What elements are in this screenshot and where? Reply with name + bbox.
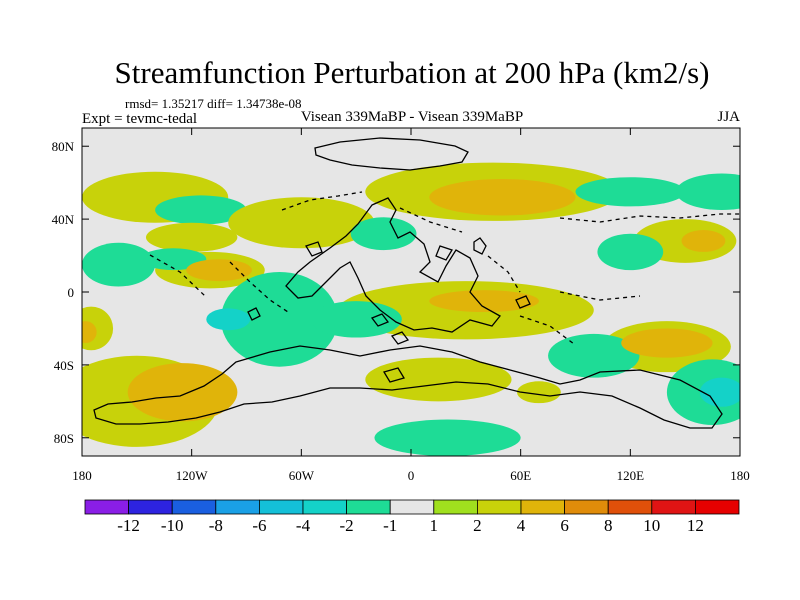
colorbar-swatch bbox=[695, 499, 740, 515]
anomaly-contour bbox=[145, 222, 238, 252]
x-tick-label: 180 bbox=[72, 468, 92, 483]
colorbar-swatch bbox=[520, 499, 565, 515]
anomaly-contour bbox=[350, 217, 417, 251]
anomaly-contour bbox=[681, 230, 726, 252]
colorbar-level-label: 10 bbox=[643, 516, 660, 535]
x-tick-label: 180 bbox=[730, 468, 750, 483]
colorbar-swatch bbox=[389, 499, 435, 515]
x-tick-label: 120E bbox=[617, 468, 645, 483]
comparison-label: Visean 339MaBP - Visean 339MaBP bbox=[301, 109, 523, 125]
experiment-label: Expt = tevmc-tedal bbox=[82, 111, 197, 127]
anomaly-contour bbox=[206, 308, 251, 331]
paleo-shelf-boundary bbox=[149, 254, 206, 297]
colorbar-level-label: 6 bbox=[560, 516, 569, 535]
anomaly-contour bbox=[82, 242, 156, 287]
x-tick-label: 60W bbox=[289, 468, 315, 483]
anomaly-contour bbox=[374, 419, 521, 456]
x-tick-label: 120W bbox=[176, 468, 209, 483]
anomaly-contour bbox=[186, 259, 252, 282]
y-tick-label: 0 bbox=[68, 285, 75, 300]
colorbar-swatch bbox=[564, 499, 609, 515]
coastline-island bbox=[435, 245, 453, 261]
coastline-island bbox=[305, 241, 323, 257]
paleo-shelf-boundary bbox=[281, 191, 363, 211]
anomaly-contour bbox=[429, 179, 576, 216]
colorbar-level-label: 2 bbox=[473, 516, 482, 535]
x-tick-label: 60E bbox=[510, 468, 531, 483]
anomaly-contour bbox=[676, 173, 740, 210]
colorbar-level-label: 1 bbox=[430, 516, 439, 535]
paleo-shelf-boundary bbox=[559, 291, 641, 301]
colorbar-level-label: -2 bbox=[340, 516, 354, 535]
y-tick-label: 40S bbox=[54, 358, 74, 373]
colorbar-level-label: -10 bbox=[161, 516, 184, 535]
season-label: JJA bbox=[717, 109, 740, 125]
colorbar-level-label: 8 bbox=[604, 516, 613, 535]
anomaly-contour bbox=[621, 328, 713, 358]
anomaly-contour bbox=[228, 197, 375, 249]
stats-label: rmsd= 1.35217 diff= 1.34738e-08 bbox=[125, 96, 302, 111]
coastline-island bbox=[515, 295, 531, 309]
paleo-shelf-boundary bbox=[399, 207, 463, 233]
anomaly-contour bbox=[517, 381, 561, 404]
coastline-island bbox=[390, 331, 410, 345]
colorbar-level-label: 12 bbox=[687, 516, 704, 535]
paleo-shelf-boundary bbox=[487, 255, 521, 293]
colorbar-swatch bbox=[128, 499, 173, 515]
colorbar-swatch bbox=[258, 499, 304, 515]
anomaly-contour bbox=[310, 301, 402, 338]
colorbar-level-label: -8 bbox=[209, 516, 223, 535]
colorbar-level-label: -6 bbox=[252, 516, 266, 535]
anomaly-contour bbox=[575, 177, 686, 207]
coastline-island bbox=[473, 237, 487, 255]
colorbar-swatch bbox=[84, 499, 129, 515]
colorbar-swatch bbox=[607, 499, 653, 515]
y-tick-label: 80N bbox=[52, 139, 75, 154]
colorbar-level-label: 4 bbox=[517, 516, 526, 535]
colorbar-swatch bbox=[476, 499, 522, 515]
paleo-shelf-boundary bbox=[229, 261, 289, 313]
anomaly-contour bbox=[220, 271, 338, 367]
colorbar-level-label: -1 bbox=[383, 516, 397, 535]
colorbar-swatch bbox=[302, 499, 347, 515]
colorbar-swatch bbox=[215, 499, 260, 515]
coastline-island bbox=[247, 307, 261, 321]
paleo-shelf-boundary bbox=[519, 315, 575, 345]
anomaly-contour bbox=[155, 195, 247, 225]
anomaly-contour bbox=[548, 333, 640, 378]
y-tick-label: 40N bbox=[52, 212, 75, 227]
chart-title: Streamfunction Perturbation at 200 hPa (… bbox=[115, 55, 710, 90]
anomaly-contour bbox=[597, 233, 664, 271]
colorbar-swatch bbox=[346, 499, 391, 515]
colorbar-swatch bbox=[651, 499, 696, 515]
anomaly-contour bbox=[429, 290, 539, 313]
anomaly-contour bbox=[140, 248, 207, 271]
anomaly-contour bbox=[699, 377, 740, 407]
coastline-north-continent bbox=[314, 137, 469, 171]
colorbar-level-label: -4 bbox=[296, 516, 311, 535]
coastline-southern-continent bbox=[93, 345, 723, 429]
colorbar-level-label: -12 bbox=[117, 516, 140, 535]
x-tick-label: 0 bbox=[408, 468, 415, 483]
map-plot-area bbox=[82, 128, 740, 456]
colorbar-swatch bbox=[433, 499, 478, 515]
coastline-island bbox=[370, 313, 390, 327]
y-tick-label: 80S bbox=[54, 431, 74, 446]
coastline-island bbox=[383, 367, 405, 383]
anomaly-contour bbox=[82, 321, 97, 344]
paleo-shelf-boundary bbox=[559, 213, 740, 223]
colorbar-swatch bbox=[171, 499, 217, 515]
anomaly-contour bbox=[127, 363, 238, 422]
coastline-central-landmass bbox=[285, 197, 501, 333]
anomaly-contour bbox=[365, 357, 512, 402]
